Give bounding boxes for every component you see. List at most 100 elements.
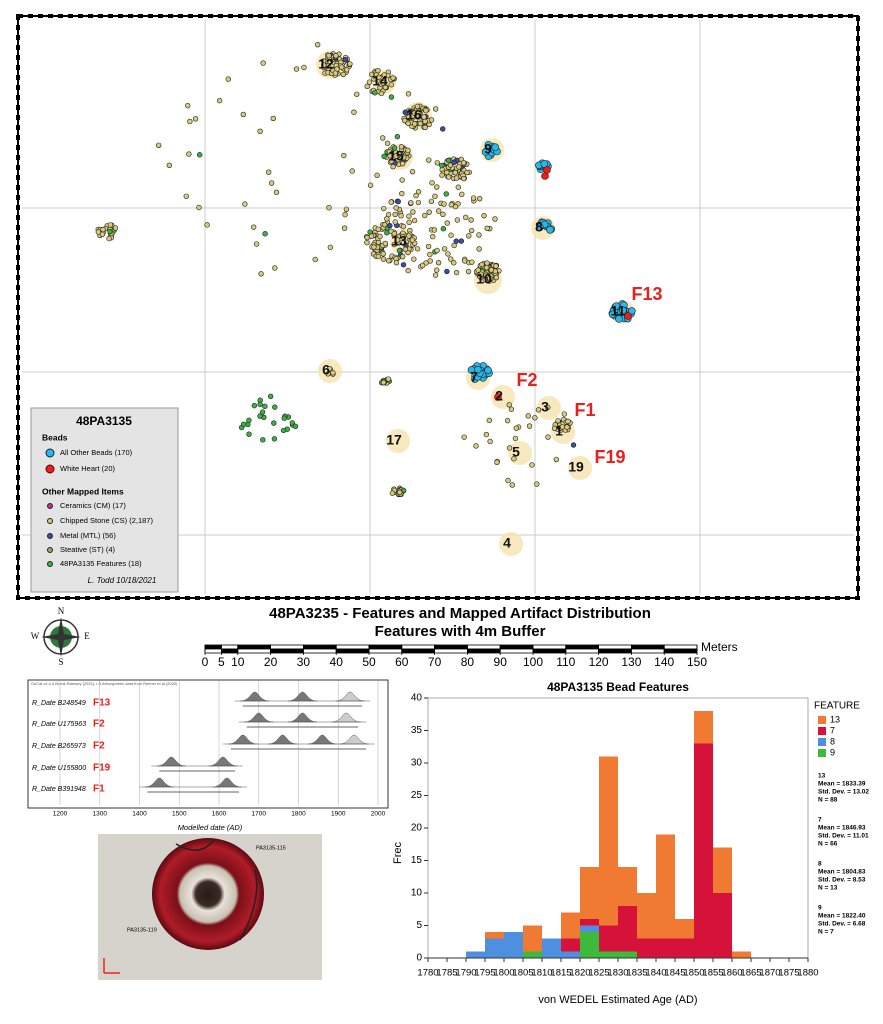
- artifact-point: [333, 53, 339, 59]
- scale-label: 110: [556, 655, 575, 669]
- x-tick-label: 1790: [455, 968, 476, 979]
- artifact-point: [434, 160, 441, 166]
- scale-segment: [401, 644, 435, 650]
- artifact-point: [422, 118, 428, 125]
- artifact-point: [491, 143, 500, 152]
- map-title: 48PA3235 - Features and Mapped Artifact …: [269, 605, 651, 622]
- artifact-point: [344, 67, 350, 73]
- scale-segment: [434, 648, 468, 654]
- artifact-point: [272, 265, 278, 271]
- artifact-point: [440, 126, 446, 132]
- artifact-point: [185, 102, 191, 109]
- stats-line: N = 13: [818, 885, 838, 892]
- artifact-point: [405, 267, 411, 274]
- scale-segment: [401, 648, 435, 654]
- artifact-point: [385, 376, 392, 382]
- scale-label: 50: [362, 655, 376, 669]
- artifact-point: [504, 417, 511, 424]
- feature-label: 4: [503, 535, 511, 551]
- artifact-point: [378, 90, 385, 97]
- oxcal-distribution: [212, 777, 242, 788]
- artifact-point: [268, 180, 275, 186]
- bar-segment: [713, 847, 732, 893]
- artifact-point: [312, 256, 318, 263]
- artifact-point: [453, 238, 459, 244]
- oxcal-tick-label: 1700: [252, 811, 267, 818]
- scale-segment: [499, 648, 534, 654]
- stats-line: Mean = 1833.39: [818, 781, 866, 788]
- artifact-point: [326, 366, 333, 372]
- y-tick-label: 25: [411, 790, 423, 801]
- stats-feature: 9: [818, 905, 822, 912]
- artifact-point: [432, 272, 439, 278]
- artifact-point: [376, 74, 382, 81]
- oxcal-tick-label: 1300: [93, 811, 108, 818]
- artifact-point: [401, 154, 407, 161]
- artifact-point: [431, 227, 438, 233]
- y-axis-label: Frec: [392, 842, 404, 865]
- legend-swatch: [818, 738, 826, 746]
- artifact-point: [461, 434, 467, 440]
- artifact-point: [260, 437, 266, 443]
- artifact-point: [402, 246, 409, 253]
- artifact-point: [508, 406, 515, 412]
- artifact-point: [100, 226, 106, 233]
- artifact-point: [367, 182, 374, 188]
- artifact-point: [461, 175, 467, 182]
- legend-symbol: [45, 448, 55, 458]
- legend-symbol: [45, 464, 55, 474]
- bar-segment: [713, 893, 732, 958]
- artifact-point: [381, 72, 388, 78]
- oxcal-tick-label: 1200: [53, 811, 68, 818]
- scale-label: 80: [461, 655, 475, 669]
- bar-segment: [675, 938, 694, 958]
- artifact-point: [552, 425, 558, 431]
- artifact-point: [484, 225, 490, 232]
- artifact-point: [415, 108, 422, 115]
- artifact-point: [512, 435, 519, 442]
- y-tick-label: 35: [411, 725, 423, 736]
- artifact-point: [545, 434, 551, 440]
- oxcal-tick-label: 1500: [172, 811, 187, 818]
- artifact-point: [460, 160, 467, 166]
- artifact-point: [399, 253, 406, 260]
- artifact-point: [445, 157, 452, 164]
- artifact-point: [399, 177, 405, 183]
- artifact-point: [405, 91, 412, 97]
- scale-label: 100: [523, 655, 543, 669]
- artifact-point: [216, 97, 223, 104]
- oxcal-distribution: [288, 691, 317, 702]
- x-tick-label: 1865: [740, 968, 761, 979]
- feature-label: 9: [484, 141, 492, 157]
- artifact-point: [372, 90, 378, 96]
- artifact-point: [426, 157, 432, 163]
- feature-labels: 12 14 16 15 9 8 13 10 11 6 7 2 31 17 5 19 4 F13 F2 F1 F19: [318, 56, 662, 551]
- oxcal-distribution: [335, 691, 365, 702]
- x-tick-label: 1840: [645, 968, 666, 979]
- artifact-point: [463, 214, 469, 221]
- feature-callout: F1: [574, 400, 595, 420]
- artifact-point: [393, 259, 400, 266]
- legend-label: 48PA3135 Features (18): [60, 559, 142, 568]
- artifact-point: [466, 233, 472, 239]
- artifact-point: [430, 233, 436, 240]
- stats-line: N = 7: [818, 929, 834, 936]
- scale-segment: [368, 644, 403, 650]
- artifact-point: [461, 258, 468, 264]
- artifact-point: [187, 118, 193, 125]
- oxcal-row-id: R_Date B265973: [32, 743, 86, 750]
- artifact-point: [402, 109, 408, 115]
- artifact-point: [406, 213, 412, 219]
- scale-segment: [663, 644, 698, 650]
- scale-segment: [237, 648, 272, 654]
- stats-line: Std. Dev. = 8.53: [818, 877, 866, 884]
- feature-label: 7: [470, 369, 478, 385]
- artifact-point: [257, 128, 263, 135]
- artifact-point: [435, 208, 442, 214]
- artifact-point: [427, 258, 433, 264]
- artifact-point: [251, 402, 258, 409]
- scale-segment: [466, 648, 501, 654]
- artifact-point: [392, 211, 398, 218]
- scale-segment: [598, 644, 632, 650]
- oxcal-distribution: [244, 712, 274, 723]
